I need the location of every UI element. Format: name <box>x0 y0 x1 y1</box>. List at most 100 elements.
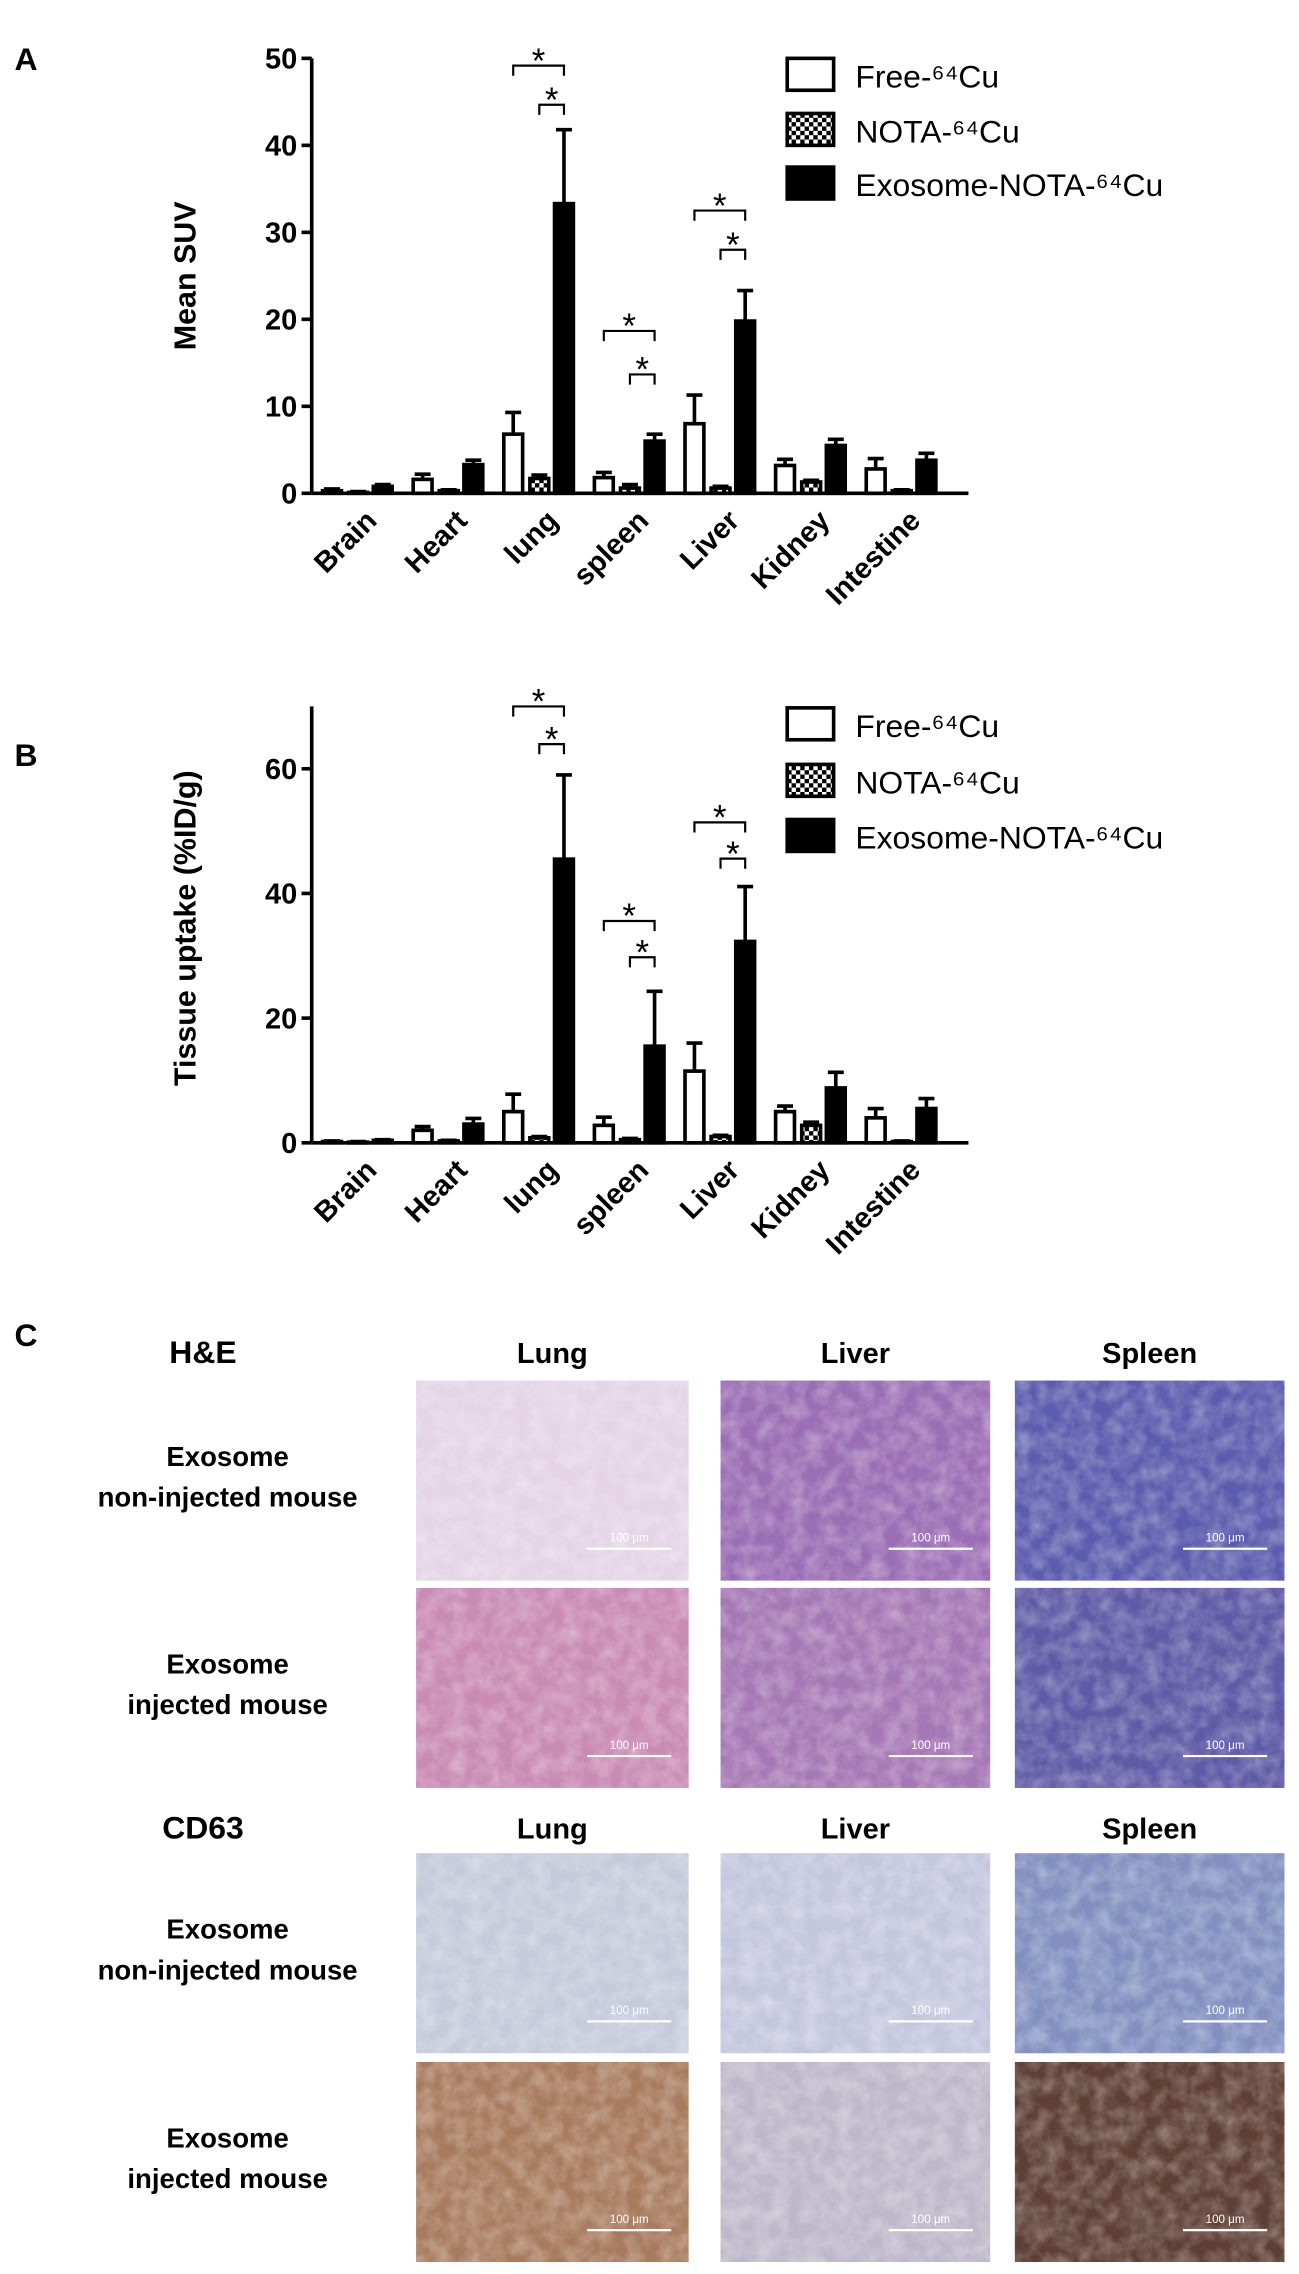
significance-label: * <box>622 308 636 346</box>
x-tick-label: Heart <box>399 1154 474 1229</box>
y-tick-label: 40 <box>265 131 297 163</box>
bar <box>528 476 551 496</box>
scale-bar-label: 100 μm <box>1206 1740 1245 1752</box>
significance-label: * <box>726 227 740 265</box>
panel-label: C <box>14 1317 37 1353</box>
significance-label: * <box>622 898 636 936</box>
bar <box>411 1128 434 1145</box>
y-tick-label: 0 <box>281 478 297 510</box>
significance-label: * <box>635 934 649 972</box>
scale-bar-label: 100 μm <box>1206 1532 1245 1544</box>
x-tick-label: Heart <box>399 504 474 579</box>
row-label: non-injected mouse <box>98 1954 358 1985</box>
y-tick-label: 40 <box>265 879 297 911</box>
x-tick-label: Brain <box>308 505 383 580</box>
y-tick-label: 20 <box>265 1003 297 1035</box>
micrograph-texture <box>1014 1380 1285 1581</box>
bar <box>552 857 576 1145</box>
x-tick-label: lung <box>499 505 565 571</box>
bar <box>437 488 460 496</box>
y-tick-label: 20 <box>265 304 297 336</box>
bar <box>864 1116 887 1145</box>
bar <box>799 480 823 496</box>
legend-label: Exosome-NOTA-⁶⁴Cu <box>855 167 1163 203</box>
bar <box>462 462 485 496</box>
legend-swatch <box>785 111 836 148</box>
scale-bar-label: 100 μm <box>610 2005 649 2017</box>
significance-bracket <box>719 248 747 260</box>
micrograph-texture <box>416 1853 689 2054</box>
row-label: Exosome <box>166 2122 288 2153</box>
micrograph-texture <box>416 1380 689 1581</box>
significance-bracket <box>693 209 747 221</box>
bar <box>618 486 642 496</box>
significance-bracket <box>693 821 747 833</box>
column-header: Spleen <box>1102 1814 1197 1846</box>
y-tick-label: 0 <box>281 1128 297 1160</box>
bar <box>552 201 576 496</box>
row-label: Exosome <box>166 1441 288 1472</box>
scale-bar-label: 100 μm <box>610 1532 649 1544</box>
significance-label: * <box>532 684 546 722</box>
panel-label: B <box>14 737 37 773</box>
bar <box>643 1044 666 1145</box>
legend-label: NOTA-⁶⁴Cu <box>855 764 1019 800</box>
y-axis-title: Tissue uptake (%ID/g) <box>169 770 203 1086</box>
y-tick-label: 10 <box>265 391 297 423</box>
significance-bracket <box>719 857 747 869</box>
bar <box>346 1140 370 1145</box>
bar <box>890 488 913 496</box>
bar <box>733 319 757 496</box>
bar <box>824 443 848 496</box>
scale-bar-label: 100 μm <box>1206 2005 1245 2017</box>
legend-swatch <box>785 762 836 799</box>
row-label: injected mouse <box>127 2163 327 2194</box>
scale-bar-label: 100 μm <box>610 1740 649 1752</box>
y-axis-title: Mean SUV <box>169 201 203 351</box>
scale-bar-label: 100 μm <box>911 2214 950 2226</box>
bar <box>890 1139 913 1145</box>
x-tick-label: Intestine <box>820 505 927 612</box>
micrograph-texture <box>1014 1587 1285 1788</box>
significance-label: * <box>635 352 649 390</box>
micrograph-texture <box>416 1587 689 1788</box>
significance-label: * <box>545 721 559 759</box>
y-tick-label: 50 <box>265 44 297 76</box>
scale-bar-label: 100 μm <box>610 2214 649 2226</box>
x-tick-label: Kidney <box>745 1154 836 1245</box>
micrograph-texture <box>1014 1853 1285 2054</box>
legend-swatch <box>785 56 836 93</box>
significance-bracket <box>602 919 656 932</box>
x-tick-label: Intestine <box>820 1154 927 1261</box>
bar <box>683 421 706 496</box>
legend-swatch <box>785 817 836 854</box>
row-label: non-injected mouse <box>98 1482 358 1513</box>
bar <box>915 458 938 496</box>
stain-label: H&E <box>169 1334 236 1370</box>
significance-label: * <box>545 82 559 120</box>
scale-bar-label: 100 μm <box>911 1532 950 1544</box>
y-tick-label: 60 <box>265 754 297 786</box>
bar <box>371 484 394 496</box>
legend-label: Free-⁶⁴Cu <box>855 708 999 744</box>
bar <box>709 486 732 496</box>
bar <box>592 1123 616 1145</box>
bar <box>462 1122 485 1145</box>
bar <box>346 490 370 496</box>
micrograph-texture <box>720 1587 991 1788</box>
x-tick-label: spleen <box>568 1154 656 1242</box>
micrograph-texture <box>720 2061 991 2263</box>
micrograph-texture <box>1014 2061 1285 2263</box>
bar <box>733 939 757 1145</box>
bar <box>799 1123 823 1145</box>
panel-label: A <box>14 41 37 77</box>
legend-label: NOTA-⁶⁴Cu <box>855 113 1019 149</box>
bar <box>618 1137 642 1145</box>
legend-label: Exosome-NOTA-⁶⁴Cu <box>855 819 1163 855</box>
micrograph-texture <box>720 1380 991 1581</box>
bar <box>824 1086 848 1145</box>
bar <box>501 432 525 496</box>
micrograph-texture <box>720 1853 991 2054</box>
significance-label: * <box>532 43 546 81</box>
stain-label: CD63 <box>162 1810 244 1846</box>
